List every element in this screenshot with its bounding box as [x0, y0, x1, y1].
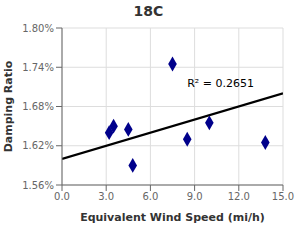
html-text:18C: 18C: [133, 3, 164, 19]
svg-text:1.74%: 1.74%: [22, 62, 54, 73]
svg-text:Equivalent Wind Speed (mi/h): Equivalent Wind Speed (mi/h): [80, 211, 265, 224]
svg-text:1.62%: 1.62%: [22, 140, 54, 151]
svg-text:Damping Ratio: Damping Ratio: [2, 60, 15, 152]
svg-text:R² = 0.2651: R² = 0.2651: [187, 77, 254, 90]
svg-text:1.80%: 1.80%: [22, 23, 54, 34]
svg-text:0.0: 0.0: [54, 191, 70, 202]
svg-text:1.68%: 1.68%: [22, 101, 54, 112]
svg-text:12.0: 12.0: [228, 191, 250, 202]
svg-text:3.0: 3.0: [98, 191, 114, 202]
svg-text:1.56%: 1.56%: [22, 180, 54, 191]
svg-text:9.0: 9.0: [187, 191, 203, 202]
svg-text:15.0: 15.0: [272, 191, 294, 202]
svg-text:6.0: 6.0: [142, 191, 158, 202]
